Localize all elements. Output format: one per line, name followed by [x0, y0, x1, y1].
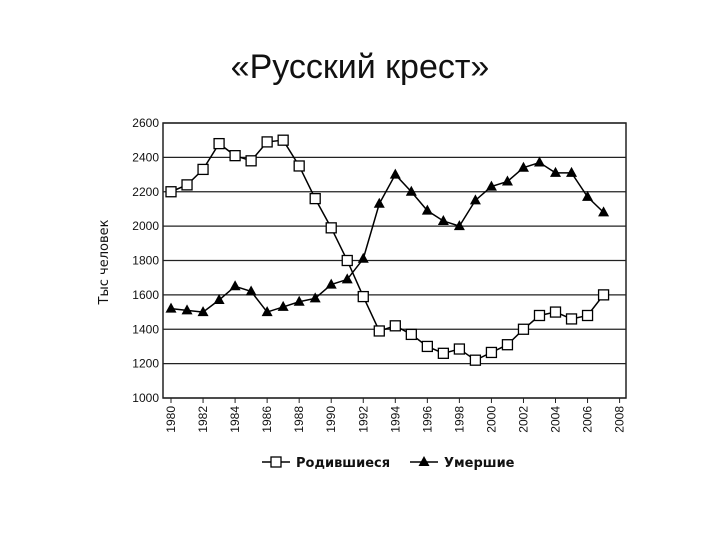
point [453, 220, 465, 231]
point [309, 292, 321, 303]
x-tick-label: 1984 [228, 406, 242, 433]
x-tick-label: 1994 [388, 406, 402, 433]
point [501, 339, 514, 351]
point [533, 309, 546, 322]
legend-label: Умершие [444, 456, 515, 471]
point [389, 320, 401, 332]
point [421, 340, 433, 353]
chart-title: «Русский крест» [231, 48, 490, 86]
point [181, 179, 193, 191]
point [245, 285, 257, 296]
y-tick-label: 2600 [132, 116, 159, 130]
x-tick-label: 1996 [420, 406, 434, 433]
point [341, 254, 353, 267]
point [437, 347, 450, 359]
point [213, 294, 225, 305]
point [469, 194, 481, 205]
point [598, 206, 610, 217]
point [325, 222, 337, 234]
x-tick-label: 2008 [613, 406, 627, 433]
x-tick-label: 2000 [484, 406, 498, 433]
point [485, 180, 497, 191]
point [405, 185, 417, 196]
x-tick-label: 1990 [324, 406, 338, 433]
plot-frame [162, 122, 627, 399]
point [389, 168, 401, 179]
point [357, 290, 369, 303]
y-tick-label: 2000 [132, 219, 159, 233]
point [197, 306, 209, 317]
series-line [170, 161, 605, 313]
point [405, 328, 417, 341]
legend-label: Родившиеся [296, 456, 390, 471]
point [469, 354, 482, 366]
point [213, 137, 225, 150]
point [373, 325, 385, 337]
point [277, 300, 289, 311]
y-tick-label: 2200 [132, 185, 159, 199]
point [437, 214, 449, 225]
x-tick-label: 2006 [581, 406, 595, 433]
point [165, 186, 177, 198]
x-tick-label: 1980 [164, 406, 178, 433]
point [581, 309, 594, 322]
y-tick-label: 2400 [132, 150, 159, 164]
point [309, 192, 321, 205]
x-tick-label: 1982 [196, 406, 210, 433]
point [165, 302, 177, 313]
point [533, 156, 545, 167]
point [229, 150, 241, 162]
point [421, 204, 433, 215]
point [597, 289, 610, 301]
y-tick-label: 1800 [132, 254, 159, 268]
y-tick-label: 1200 [132, 357, 159, 371]
point [485, 346, 498, 359]
y-tick-label: 1000 [132, 391, 159, 405]
legend-marker [270, 456, 282, 468]
point [341, 273, 353, 284]
y-tick-label: 1600 [132, 288, 159, 302]
point [453, 343, 466, 355]
point [582, 190, 594, 201]
point [261, 306, 273, 317]
x-tick-label: 1992 [356, 406, 370, 433]
point [293, 295, 305, 306]
point [229, 280, 241, 291]
x-tick-label: 2002 [516, 406, 530, 433]
point [550, 166, 562, 177]
x-tick-label: 2004 [549, 406, 563, 433]
point [517, 323, 530, 335]
point [197, 163, 209, 176]
point [277, 134, 289, 146]
point [261, 136, 273, 148]
point [501, 175, 513, 186]
point [293, 160, 305, 172]
legend-marker [418, 456, 430, 466]
point [181, 304, 193, 315]
x-tick-label: 1986 [260, 406, 274, 433]
point [357, 252, 369, 263]
point [549, 306, 562, 318]
x-tick-label: 1998 [452, 406, 466, 433]
point [566, 166, 578, 177]
series-line [170, 139, 605, 362]
point [373, 197, 385, 208]
point [325, 278, 337, 289]
point [565, 313, 578, 325]
y-axis-label: Тыс человек [97, 219, 112, 305]
point [245, 155, 257, 167]
point [517, 161, 529, 172]
y-tick-label: 1400 [132, 322, 159, 336]
x-tick-label: 1988 [292, 406, 306, 433]
